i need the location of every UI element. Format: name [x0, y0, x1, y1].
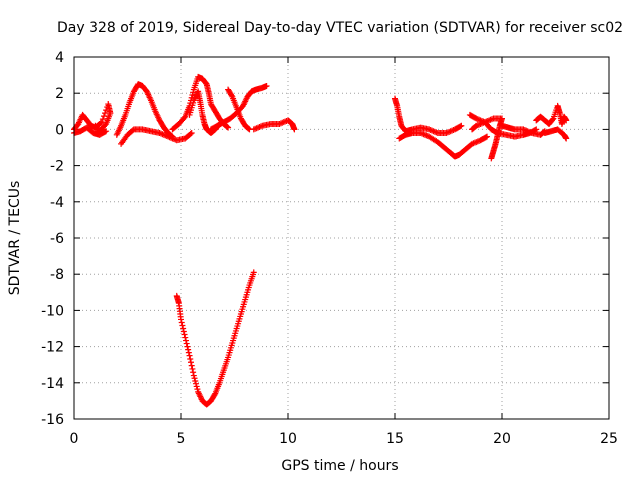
data-point	[193, 383, 200, 390]
labels-layer: -16 -14 -12 -10 -8 -6 -4 -2 0 2 4 0 5 10 15 20 25	[41, 50, 618, 447]
y-tick-label: -14	[41, 376, 64, 392]
data-point	[263, 82, 270, 89]
data-point	[549, 116, 556, 123]
y-tick-label: -2	[50, 159, 64, 175]
y-tick-label: -6	[50, 231, 64, 247]
x-tick-label: 20	[493, 431, 511, 447]
data-point	[228, 92, 235, 99]
data-point	[188, 362, 195, 369]
series-sat-m	[469, 115, 505, 162]
data-point	[92, 122, 99, 129]
data-point	[187, 355, 194, 362]
data-point	[245, 125, 252, 132]
data-point	[178, 316, 184, 323]
plot-frame	[73, 56, 610, 420]
data-point	[192, 380, 199, 387]
data-point	[224, 123, 231, 130]
y-tick-label: 4	[55, 50, 64, 66]
x-tick-label: 0	[70, 431, 79, 447]
data-point	[183, 340, 190, 347]
series-sat-c	[113, 81, 176, 140]
series-sat-o	[499, 122, 548, 138]
series-sat-a	[71, 101, 114, 135]
series-sat-n	[466, 111, 540, 140]
x-axis-label: GPS time / hours	[281, 458, 398, 474]
series-sat-i	[250, 117, 298, 133]
series-sat-b	[71, 124, 110, 138]
data-point	[189, 365, 196, 372]
data-point	[191, 375, 198, 382]
y-tick-label: -12	[41, 340, 64, 356]
y-tick-label: 0	[55, 122, 64, 138]
data-point	[182, 334, 189, 341]
series-sat-d	[118, 126, 195, 147]
data-point	[102, 110, 109, 117]
data-point	[179, 322, 186, 329]
data-point	[185, 346, 192, 353]
series-sat-k	[392, 95, 465, 137]
data-point	[97, 120, 104, 127]
data-point	[192, 377, 199, 384]
data-point	[458, 122, 465, 129]
data-point	[188, 130, 195, 137]
data-point	[182, 337, 189, 344]
data-point	[484, 133, 491, 140]
data-point	[211, 391, 218, 398]
data-point	[190, 372, 197, 379]
series-sat-p	[533, 102, 570, 127]
y-axis-label: SDTVAR / TECUs	[7, 181, 23, 296]
data-point	[93, 123, 100, 130]
y-tick-label: 2	[55, 86, 64, 102]
series-sat-l	[396, 130, 491, 160]
data-point	[102, 128, 109, 135]
data-point	[100, 113, 107, 120]
data-point	[184, 343, 191, 350]
data-point	[103, 128, 110, 135]
data-point	[187, 130, 194, 137]
data-point	[186, 352, 193, 359]
data-point	[180, 325, 187, 332]
data-point	[457, 123, 464, 130]
data-point	[99, 116, 106, 123]
data-point	[291, 126, 298, 133]
data-point	[181, 114, 188, 121]
data-point	[187, 359, 194, 366]
y-tick-label: -8	[50, 267, 64, 283]
data-point	[469, 126, 476, 133]
x-tick-label: 25	[600, 431, 618, 447]
data-point	[225, 124, 232, 131]
series-sat-e	[169, 73, 232, 133]
data-point	[563, 117, 570, 124]
data-point	[482, 134, 489, 141]
data-point	[178, 319, 185, 326]
data-point	[563, 135, 570, 142]
data-point	[250, 269, 257, 276]
data-point	[190, 369, 197, 376]
y-tick-label: -16	[41, 412, 64, 428]
x-tick-label: 15	[386, 431, 404, 447]
data-point	[181, 331, 188, 338]
data-point	[469, 125, 476, 132]
series-sat-q	[541, 126, 570, 142]
series-sat-h	[207, 82, 270, 133]
series-sat-j	[173, 269, 257, 408]
data-point	[185, 349, 192, 356]
y-tick-label: -10	[41, 303, 64, 319]
x-tick-label: 10	[279, 431, 297, 447]
chart-title: Day 328 of 2019, Sidereal Day-to-day VTE…	[57, 20, 623, 36]
points-layer	[71, 73, 570, 408]
data-point	[194, 386, 201, 393]
y-tick-label: -4	[50, 195, 64, 211]
data-point	[190, 89, 197, 96]
x-tick-label: 5	[177, 431, 186, 447]
data-point	[180, 328, 187, 335]
